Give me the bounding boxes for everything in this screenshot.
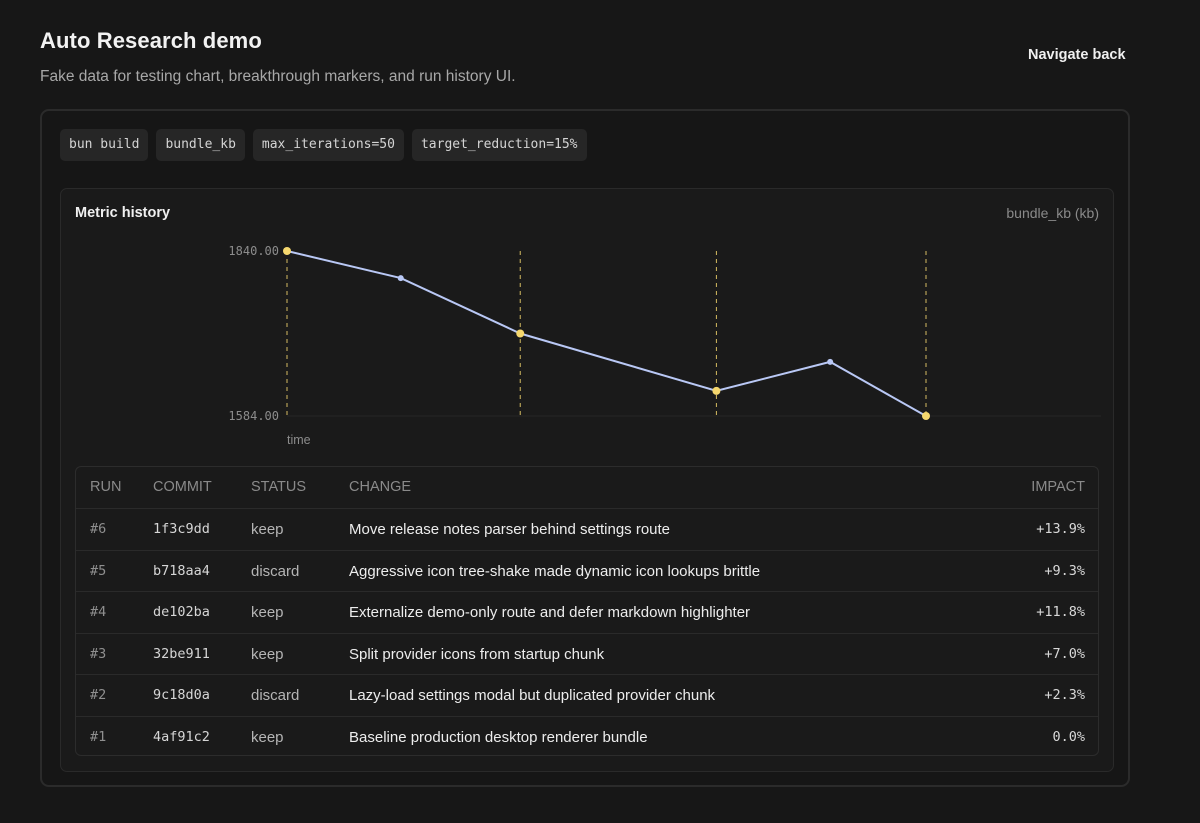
change-description: Lazy-load settings modal but duplicated … bbox=[349, 687, 716, 704]
breakthrough-point bbox=[712, 386, 721, 395]
header-impact: IMPACT bbox=[1031, 479, 1085, 495]
metric-chart: 1840.00 1584.00 time bbox=[228, 244, 1101, 447]
header-change: CHANGE bbox=[349, 479, 412, 495]
metric-line bbox=[286, 250, 927, 417]
table-row[interactable]: #6 1f3c9dd keep Move release notes parse… bbox=[76, 509, 1098, 551]
commit-hash: 1f3c9dd bbox=[153, 521, 210, 537]
page-title: Auto Research demo bbox=[40, 28, 262, 53]
impact-value: +7.0% bbox=[1044, 645, 1085, 662]
chip-max-iterations: max_iterations=50 bbox=[252, 129, 404, 161]
table-row[interactable]: #4 de102ba keep Externalize demo-only ro… bbox=[76, 592, 1098, 634]
config-chips: bun build bundle_kb max_iterations=50 ta… bbox=[60, 129, 587, 161]
impact-value: +2.3% bbox=[1044, 687, 1085, 703]
impact-value: 0.0% bbox=[1052, 728, 1085, 745]
metric-history-panel: 1840.00 1584.00 time Metric history bundle… bbox=[60, 188, 1114, 772]
run-number: #4 bbox=[90, 604, 107, 620]
run-number: #6 bbox=[90, 521, 107, 537]
chip-target-reduction: target_reduction=15% bbox=[411, 129, 587, 161]
change-description: Aggressive icon tree-shake made dynamic … bbox=[349, 562, 761, 580]
impact-value: +13.9% bbox=[1036, 521, 1085, 537]
y-tick-label-min: 1584.00 bbox=[228, 409, 279, 423]
commit-hash: de102ba bbox=[153, 604, 210, 620]
run-number: #3 bbox=[90, 645, 107, 662]
metric-history-title: Metric history bbox=[75, 205, 171, 221]
navigate-back-link[interactable]: Navigate back bbox=[1028, 47, 1126, 63]
commit-hash: b718aa4 bbox=[153, 562, 210, 579]
run-status: keep bbox=[251, 645, 284, 663]
breakthrough-point bbox=[283, 247, 291, 255]
page-subtitle: Fake data for testing chart, breakthroug… bbox=[40, 68, 516, 85]
table-row[interactable]: #3 32be911 keep Split provider icons fro… bbox=[76, 634, 1098, 675]
change-description: Baseline production desktop renderer bun… bbox=[349, 728, 648, 746]
y-tick-label-max: 1840.00 bbox=[228, 244, 279, 258]
header-commit: COMMIT bbox=[153, 479, 212, 495]
chip-metric: bundle_kb bbox=[156, 129, 245, 161]
change-description: Move release notes parser behind setting… bbox=[349, 521, 671, 538]
experiment-card: bun build bundle_kb max_iterations=50 ta… bbox=[40, 109, 1130, 787]
run-status: discard bbox=[251, 562, 300, 580]
header-status: STATUS bbox=[251, 479, 307, 495]
breakthrough-point bbox=[922, 412, 930, 420]
impact-value: +9.3% bbox=[1044, 562, 1085, 579]
run-status: keep bbox=[251, 604, 284, 621]
commit-hash: 9c18d0a bbox=[153, 687, 210, 703]
header-run: RUN bbox=[90, 479, 122, 495]
table-row[interactable]: #5 b718aa4 discard Aggressive icon tree-… bbox=[76, 551, 1098, 592]
run-history-table: RUN COMMIT STATUS CHANGE IMPACT #6 1f3c9… bbox=[75, 466, 1099, 756]
table-row[interactable]: #1 4af91c2 keep Baseline production desk… bbox=[76, 717, 1098, 756]
run-status: keep bbox=[251, 728, 284, 746]
data-point bbox=[827, 358, 834, 365]
run-status: keep bbox=[251, 521, 284, 538]
change-description: Split provider icons from startup chunk bbox=[349, 645, 605, 663]
x-axis-label: time bbox=[287, 433, 311, 447]
chip-command: bun build bbox=[60, 129, 149, 161]
run-number: #2 bbox=[90, 687, 107, 703]
run-number: #5 bbox=[90, 562, 107, 579]
data-point bbox=[397, 275, 404, 282]
table-header-row: RUN COMMIT STATUS CHANGE IMPACT bbox=[76, 467, 1098, 509]
commit-hash: 4af91c2 bbox=[153, 728, 210, 745]
impact-value: +11.8% bbox=[1036, 604, 1085, 620]
table-row[interactable]: #2 9c18d0a discard Lazy-load settings mo… bbox=[76, 675, 1098, 717]
run-number: #1 bbox=[90, 728, 107, 745]
metric-unit-label: bundle_kb (kb) bbox=[1006, 205, 1099, 221]
breakthrough-point bbox=[516, 329, 525, 338]
change-description: Externalize demo-only route and defer ma… bbox=[349, 604, 751, 621]
run-status: discard bbox=[251, 687, 300, 704]
commit-hash: 32be911 bbox=[153, 645, 210, 662]
